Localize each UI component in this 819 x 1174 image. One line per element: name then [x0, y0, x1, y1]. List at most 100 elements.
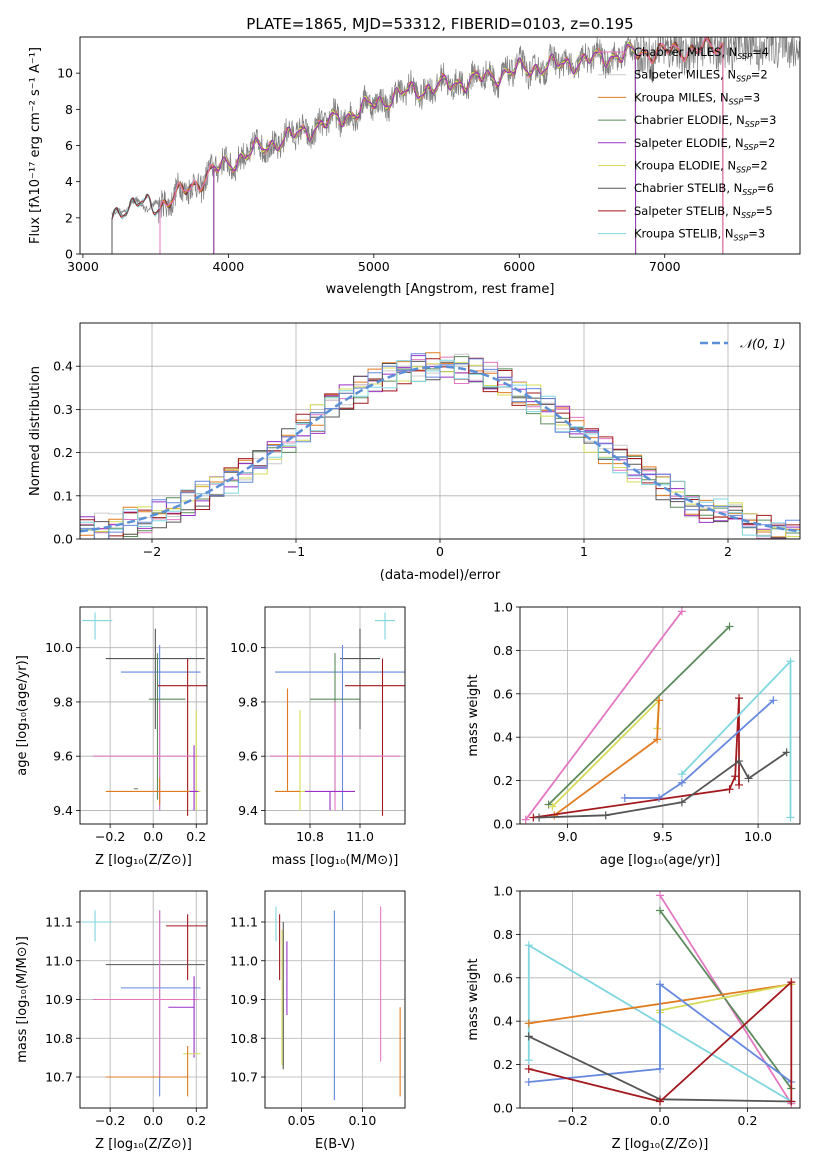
x-tick-label: 0.2 — [186, 829, 206, 844]
legend-subscript: SSP — [736, 166, 751, 175]
weight-marker — [769, 696, 778, 705]
error-bar-point — [183, 710, 201, 811]
weight-line — [624, 699, 774, 799]
y-tick-label: 0.4 — [493, 730, 513, 745]
x-tick-label: 2 — [724, 544, 732, 559]
y-tick-label: 9.6 — [53, 749, 73, 764]
weight-line — [659, 909, 793, 1090]
axes-weight_vs_age: 9.0 9.5 10.0 0.0 0.2 0.4 0.6 0.8 1.0 age [log₁₀(a… — [466, 600, 801, 868]
axes-frame — [79, 890, 208, 1109]
x-tick-label: 0.2 — [186, 1113, 206, 1128]
legend-entry: Salpeter MILES, NSSP=2 — [634, 68, 768, 84]
y-tick-label: 0.0 — [53, 532, 73, 547]
grid — [265, 891, 405, 1108]
y-tick-label: 0.4 — [53, 359, 73, 374]
legend-subscript: SSP — [742, 188, 757, 197]
axes-spectrum: 3000 4000 5000 6000 7000 0 2 4 6 8 10 wavelength [A… — [28, 36, 801, 297]
histogram-line — [80, 353, 800, 539]
y-axis-label: mass [log₁₀(M/M⊙)] — [15, 936, 30, 1063]
error-bar-point — [275, 644, 405, 811]
y-tick-label: 10.8 — [45, 1031, 73, 1046]
x-tick-label: 9.0 — [558, 829, 578, 844]
legend-label: Chabrier STELIB, N — [634, 181, 742, 195]
legend-subscript: SSP — [736, 75, 751, 84]
model-spectrum-line — [213, 42, 637, 254]
legend-suffix: =5 — [756, 204, 773, 218]
y-tick-label: 11.1 — [230, 915, 258, 930]
x-tick-label: 1 — [580, 544, 588, 559]
error-bar-point — [340, 628, 380, 730]
model-spectrum-line — [111, 37, 724, 254]
plot-area — [82, 910, 207, 1097]
legend-suffix: =3 — [760, 113, 777, 127]
y-tick-label: 10.9 — [45, 992, 73, 1007]
x-axis-label: (data-model)/error — [380, 568, 501, 583]
weight-marker — [677, 778, 686, 787]
plot-area — [270, 612, 405, 816]
error-bar-point — [270, 701, 400, 811]
y-tick-label: 0.4 — [493, 1014, 513, 1029]
y-tick-label: 10.0 — [230, 640, 258, 655]
y-tick-label: 10.9 — [230, 992, 258, 1007]
legend-label: Kroupa ELODIE, N — [634, 159, 736, 173]
y-tick-label: 1.0 — [493, 884, 513, 899]
x-tick-label: 6000 — [503, 259, 535, 274]
error-bar-point — [189, 745, 199, 811]
x-tick-label: 0.0 — [143, 829, 163, 844]
y-tick-label: 10.7 — [230, 1070, 258, 1085]
legend-subscript: SSP — [741, 211, 756, 220]
weight-marker — [677, 607, 686, 616]
x-axis-label: wavelength [Angstrom, rest frame] — [326, 282, 555, 297]
weight-marker — [786, 657, 795, 666]
axes-frame — [264, 606, 406, 825]
weight-marker — [782, 748, 791, 757]
y-tick-label: 0 — [65, 247, 73, 262]
legend-label: Kroupa STELIB, N — [634, 227, 734, 241]
plot-area — [521, 607, 795, 824]
error-bar-point — [92, 701, 199, 811]
axes-frame — [79, 36, 801, 255]
axes-age_vs_mass: 10.8 11.0 9.4 9.6 9.8 10.0 mass [log₁₀(M/M⊙)] — [230, 606, 406, 868]
grid — [520, 606, 800, 825]
error-bar-point — [157, 658, 207, 816]
y-tick-label: 0.8 — [493, 927, 513, 942]
y-tick-label: 10.7 — [45, 1070, 73, 1085]
axes-residual_distribution: −2 −1 0 1 2 0.0 0.1 0.2 0.3 0.4 (data-model)/error… — [28, 322, 801, 583]
y-tick-label: 1.0 — [493, 600, 513, 615]
y-axis-label: Normed distribution — [28, 366, 43, 496]
error-bar-point — [345, 658, 405, 816]
weight-marker — [677, 770, 686, 779]
y-tick-label: 0.3 — [53, 402, 73, 417]
y-axis-label: mass weight — [466, 958, 481, 1040]
legend-entry: Salpeter ELODIE, NSSP=2 — [634, 136, 775, 152]
x-tick-label: 10.0 — [744, 829, 772, 844]
x-tick-label: 3000 — [67, 259, 99, 274]
x-axis-label: Z [log₁₀(Z/Z⊙)] — [612, 1137, 709, 1152]
weight-marker — [524, 1077, 533, 1086]
weight-marker — [655, 793, 664, 802]
weight-marker — [656, 891, 664, 900]
gaussian-curve — [80, 365, 800, 533]
x-axis-label: E(B-V) — [315, 1137, 355, 1152]
x-tick-label: 0.2 — [738, 1113, 758, 1128]
x-tick-label: 0.0 — [143, 1113, 163, 1128]
weight-line — [551, 697, 661, 808]
y-tick-label: 9.6 — [238, 749, 258, 764]
weight-marker — [787, 978, 796, 987]
error-bar-point — [105, 628, 205, 730]
x-tick-label: 11.0 — [346, 829, 374, 844]
axes-frame — [79, 606, 208, 825]
x-tick-label: −0.2 — [95, 1113, 125, 1128]
y-tick-label: 6 — [65, 138, 73, 153]
axes-frame — [519, 606, 801, 825]
weight-marker — [656, 1097, 664, 1106]
x-tick-label: 0.05 — [288, 1113, 316, 1128]
weight-series — [677, 657, 795, 822]
y-axis-label: mass weight — [466, 674, 481, 756]
weight-marker — [735, 694, 744, 703]
x-tick-label: 5000 — [358, 259, 390, 274]
x-tick-label: 4000 — [212, 259, 244, 274]
error-bar-point — [295, 710, 305, 811]
legend-label: Chabrier ELODIE, N — [634, 113, 745, 127]
